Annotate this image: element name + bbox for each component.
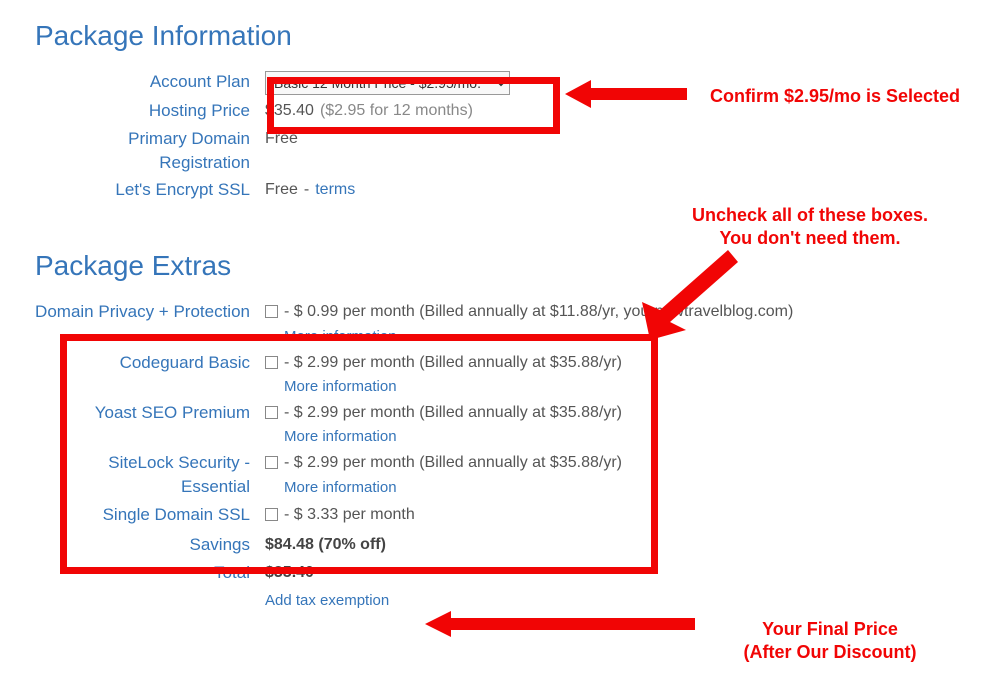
annotation-uncheck-line1: Uncheck all of these boxes.: [692, 205, 928, 225]
annotation-final-line2: (After Our Discount): [744, 642, 917, 662]
hosting-price-label: Hosting Price: [35, 99, 265, 123]
account-plan-select[interactable]: Basic 12 Month Price - $2.95/mo.: [265, 71, 510, 95]
total-label: Total: [35, 561, 265, 585]
savings-label: Savings: [35, 533, 265, 557]
extra-yoast-desc: - $ 2.99 per month (Billed annually at $…: [284, 404, 622, 421]
annotation-uncheck-text: Uncheck all of these boxes. You don't ne…: [670, 204, 950, 251]
annotation-arrow-final: [425, 610, 695, 638]
extra-domain-privacy-label: Domain Privacy + Protection: [35, 300, 265, 324]
savings-value: $84.48 (70% off): [265, 534, 386, 556]
add-tax-exemption-link[interactable]: Add tax exemption: [265, 590, 389, 611]
hosting-price-value: $35.40: [265, 100, 314, 122]
extra-codeguard-desc: - $ 2.99 per month (Billed annually at $…: [284, 354, 622, 371]
annotation-confirm-text: Confirm $2.95/mo is Selected: [690, 85, 980, 108]
lets-encrypt-row: Let's Encrypt SSL Free - terms: [35, 178, 1000, 202]
lets-encrypt-label: Let's Encrypt SSL: [35, 178, 265, 202]
package-information-heading: Package Information: [35, 20, 1000, 52]
primary-domain-value: Free: [265, 128, 298, 150]
savings-row: Savings $84.48 (70% off): [35, 533, 1000, 557]
extra-yoast-checkbox[interactable]: [265, 406, 278, 419]
annotation-final-price-text: Your Final Price (After Our Discount): [700, 618, 960, 665]
extra-single-ssl-label: Single Domain SSL: [35, 503, 265, 527]
extra-sitelock-row: SiteLock Security - Essential - $ 2.99 p…: [35, 451, 1000, 499]
extra-codeguard-row: Codeguard Basic - $ 2.99 per month (Bill…: [35, 351, 1000, 397]
annotation-arrow-uncheck: [620, 250, 740, 340]
extra-domain-privacy-row: Domain Privacy + Protection - $ 0.99 per…: [35, 300, 1000, 346]
extra-yoast-label: Yoast SEO Premium: [35, 401, 265, 425]
primary-domain-label: Primary Domain Registration: [35, 127, 265, 175]
extra-codeguard-more-link[interactable]: More information: [284, 376, 622, 397]
lets-encrypt-value: Free: [265, 179, 298, 201]
extra-sitelock-checkbox[interactable]: [265, 456, 278, 469]
annotation-final-line1: Your Final Price: [762, 619, 898, 639]
annotation-arrow-confirm: [565, 78, 687, 110]
extra-single-ssl-row: Single Domain SSL - $ 3.33 per month: [35, 503, 1000, 527]
lets-encrypt-dash: -: [304, 179, 309, 201]
extra-single-ssl-desc: - $ 3.33 per month: [284, 506, 415, 523]
hosting-price-detail: ($2.95 for 12 months): [320, 100, 473, 122]
extra-domain-privacy-checkbox[interactable]: [265, 305, 278, 318]
account-plan-label: Account Plan: [35, 70, 265, 94]
package-extras-heading: Package Extras: [35, 250, 1000, 282]
annotation-uncheck-line2: You don't need them.: [720, 228, 901, 248]
extra-codeguard-label: Codeguard Basic: [35, 351, 265, 375]
extra-sitelock-desc: - $ 2.99 per month (Billed annually at $…: [284, 454, 622, 471]
extra-sitelock-label: SiteLock Security - Essential: [35, 451, 265, 499]
total-value: $35.40: [265, 564, 314, 581]
primary-domain-row: Primary Domain Registration Free: [35, 127, 1000, 175]
extra-codeguard-checkbox[interactable]: [265, 356, 278, 369]
lets-encrypt-terms-link[interactable]: terms: [315, 179, 355, 201]
extra-yoast-more-link[interactable]: More information: [284, 426, 622, 447]
extra-sitelock-more-link[interactable]: More information: [284, 477, 622, 498]
total-row: Total $35.40 Add tax exemption: [35, 561, 1000, 611]
extra-single-ssl-checkbox[interactable]: [265, 508, 278, 521]
extra-yoast-row: Yoast SEO Premium - $ 2.99 per month (Bi…: [35, 401, 1000, 447]
